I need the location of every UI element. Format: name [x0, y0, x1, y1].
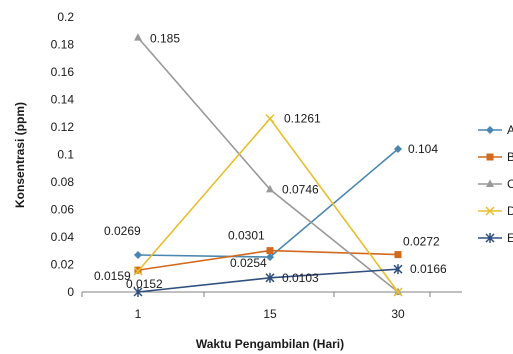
- data-label: 0.0152: [126, 277, 163, 291]
- data-label: 0.1261: [284, 112, 321, 126]
- data-labels: 0.0269 0.0254 0.104 0.0159 0.0301 0.0272 0.185…: [94, 32, 447, 291]
- data-point-b: [394, 251, 402, 259]
- data-point-a: [266, 253, 274, 262]
- y-tick-label: 0.12: [51, 120, 75, 134]
- data-label: 0.185: [150, 32, 180, 46]
- legend-marker-d: [485, 206, 495, 216]
- legend-label: A: [507, 123, 513, 137]
- data-point-b: [266, 247, 274, 255]
- series-layer: [133, 33, 403, 297]
- data-point-d: [133, 266, 143, 276]
- legend-label: D: [507, 204, 513, 218]
- legend-marker-b: [486, 153, 494, 161]
- legend-label: B: [507, 150, 513, 164]
- y-tick-label: 0.04: [51, 230, 75, 244]
- data-label: 0.0159: [94, 269, 131, 283]
- y-tick-label: 0.14: [51, 93, 75, 107]
- y-tick-label: 0.16: [51, 65, 75, 79]
- data-point-e: [393, 264, 403, 275]
- data-label: 0.0301: [228, 229, 265, 243]
- data-label: 0.0166: [410, 262, 447, 276]
- data-point-d: [393, 287, 403, 297]
- data-point-e: [133, 287, 143, 297]
- x-axis-ticks: 1 15 30: [81, 292, 431, 321]
- x-tick-label: 1: [135, 307, 142, 321]
- y-tick-label: 0.18: [51, 38, 75, 52]
- data-point-c: [266, 184, 274, 193]
- data-label: 0.0272: [403, 235, 440, 249]
- y-tick-label: 0: [67, 285, 74, 299]
- y-tick-label: 0.2: [57, 10, 74, 24]
- legend-marker-c: [486, 179, 494, 187]
- y-tick-label: 0.02: [51, 258, 75, 272]
- y-tick-label: 0.08: [51, 175, 75, 189]
- y-tick-label: 0.06: [51, 203, 75, 217]
- legend-label: E: [507, 231, 513, 245]
- data-point-a: [394, 145, 402, 153]
- y-axis-title: Konsentrasi (ppm): [13, 102, 27, 208]
- x-tick-label: 30: [391, 307, 405, 321]
- data-label: 0.0254: [230, 256, 267, 270]
- x-tick-label: 15: [263, 307, 277, 321]
- data-point-c: [134, 33, 142, 41]
- data-point-a: [134, 251, 142, 260]
- legend-label: C: [507, 177, 513, 191]
- data-point-e: [265, 272, 275, 283]
- y-tick-label: 0.1: [57, 148, 74, 162]
- y-axis-ticks: 0 0.02 0.04 0.06 0.08 0.1 0.12 0.14 0.16 0.18 0.2: [51, 10, 75, 299]
- legend-marker-a: [486, 126, 494, 134]
- series-line-a: [137, 148, 399, 258]
- data-label: 0.104: [408, 142, 438, 156]
- x-axis-title: Waktu Pengambilan (Hari): [196, 337, 344, 351]
- series-line-d: [137, 117, 399, 293]
- data-label: 0.0269: [104, 224, 141, 238]
- data-label: 0.0103: [282, 271, 319, 285]
- data-point-d: [265, 114, 275, 124]
- legend-marker-e: [485, 233, 495, 243]
- data-label: 0.0746: [282, 182, 319, 196]
